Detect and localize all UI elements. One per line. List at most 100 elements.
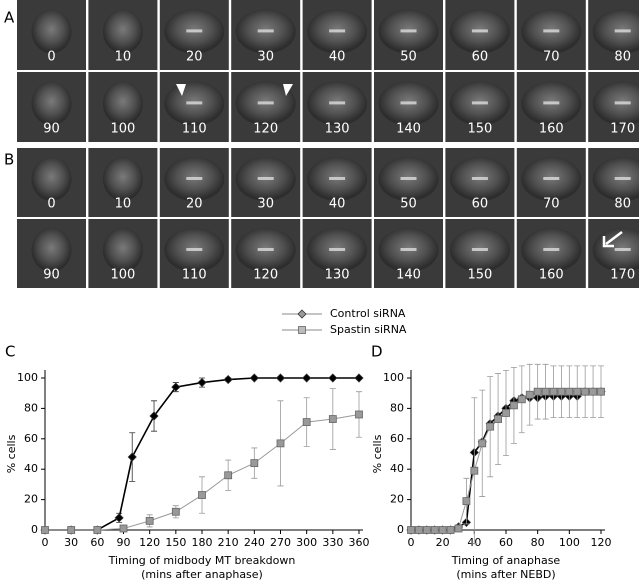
data-point [149,411,159,421]
y-tick-label: 80 [24,401,38,414]
midbody [400,101,417,105]
panel-label: D [371,343,383,361]
data-point [446,526,455,534]
frame-time: 160 [539,122,564,137]
cell [31,157,72,202]
data-point [470,466,479,475]
data-point [197,377,207,388]
frame-time: 170 [610,122,635,137]
midbody [543,247,560,251]
midbody [543,176,560,180]
midbody [471,101,488,105]
cell [31,228,72,273]
x-tick-label: 120 [139,536,160,549]
midbody [614,101,631,105]
cell [102,9,143,54]
data-point [276,439,285,448]
x-tick-label: 120 [591,536,612,549]
x-tick-label: 210 [218,536,239,549]
data-point [223,374,233,385]
data-point [549,387,558,396]
midbody [257,247,274,251]
frame-time: 10 [115,197,132,212]
data-point [462,497,471,506]
x-tick-label: 150 [165,536,186,549]
frame-time: 150 [467,268,492,283]
midbody [471,247,488,251]
y-tick-label: 100 [17,371,38,384]
data-point [407,526,415,534]
frame-time: 10 [115,50,132,65]
data-point [355,410,363,419]
panel-label: B [4,151,14,169]
data-point [573,387,582,396]
midbody [257,176,274,180]
frame-time: 80 [614,197,631,212]
midbody [400,29,417,33]
y-axis-label: % cells [5,434,18,473]
x-tick-label: 60 [499,536,513,549]
midbody [471,176,488,180]
data-point [145,516,154,525]
panel-label: A [4,9,15,27]
data-point [557,387,566,396]
legend-label: Spastin siRNA [330,323,407,336]
data-point [430,526,439,534]
y-tick-label: 100 [383,371,404,384]
cell [102,228,143,273]
data-point [597,387,605,396]
x-tick-label: 80 [531,536,545,549]
frame-time: 30 [257,50,274,65]
data-point [541,387,550,396]
cell [31,9,72,54]
frame-time: 170 [610,268,635,283]
x-tick-label: 180 [192,536,213,549]
data-point [302,418,311,426]
cell [102,81,143,126]
midbody [329,101,346,105]
frame-time: 100 [110,122,135,137]
arrowhead [283,84,293,96]
y-tick-label: 20 [390,493,404,506]
x-tick-label: 330 [322,536,343,549]
x-tick-label: 0 [408,536,415,549]
frame-time: 80 [614,50,631,65]
y-tick-label: 0 [31,523,38,536]
y-tick-label: 80 [390,401,404,414]
midbody [257,29,274,33]
data-point [478,439,487,448]
cell [102,157,143,202]
data-point [533,387,542,396]
frame-time: 20 [186,50,203,65]
y-tick-label: 40 [24,462,38,475]
arrowhead [176,84,186,96]
midbody [400,176,417,180]
data-point [224,471,233,480]
data-point [127,452,137,462]
data-point [422,526,431,534]
frame-time: 0 [47,50,55,65]
frame-time: 50 [400,50,417,65]
midbody [543,29,560,33]
frame-time: 110 [182,122,207,137]
data-point [250,459,259,468]
frame-time: 0 [47,197,55,212]
midbody [329,247,346,251]
midbody [614,176,631,180]
frame-time: 30 [257,197,274,212]
x-tick-label: 0 [42,536,49,549]
data-point [328,373,338,383]
frame-time: 100 [110,268,135,283]
frame-time: 20 [186,197,203,212]
x-tick-label: 360 [349,536,370,549]
x-tick-label: 270 [270,536,291,549]
y-tick-label: 60 [24,432,38,445]
data-point [114,513,124,523]
midbody [329,29,346,33]
frame-time: 120 [253,268,278,283]
x-tick-label: 20 [436,536,450,549]
midbody [471,29,488,33]
y-tick-label: 40 [390,462,404,475]
midbody [614,29,631,33]
x-tick-label: 100 [559,536,580,549]
